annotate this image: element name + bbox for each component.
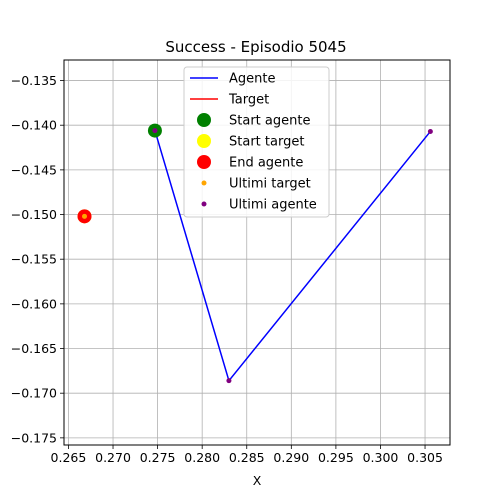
x-axis-ticks: 0.265 0.270 0.275 0.280 0.285 0.290 0.295 0.300…	[51, 445, 443, 465]
x-axis-label: X	[253, 473, 262, 488]
legend-box	[183, 66, 330, 218]
legend-label: Target	[228, 93, 269, 108]
y-tick-label: −0.170	[11, 386, 57, 401]
x-tick-label: 0.295	[318, 450, 354, 465]
x-tick-label: 0.300	[363, 450, 399, 465]
plot-frame	[63, 59, 451, 446]
legend: Agente Target Start agente Start target End …	[183, 66, 330, 218]
data-point	[82, 213, 88, 219]
legend-entries: Agente Target Start agente Start target End …	[190, 72, 317, 213]
legend-label: Ultimi target	[229, 177, 311, 192]
y-tick-label: −0.140	[11, 118, 57, 133]
x-tick-label: 0.285	[229, 450, 265, 465]
y-axis-ticks: −0.135 −0.140 −0.145 −0.150 −0.155 −0.160 −0.1…	[11, 73, 64, 445]
x-tick-label: 0.270	[95, 450, 131, 465]
legend-entry: Start agente	[197, 113, 310, 129]
x-tick-label: 0.305	[407, 450, 443, 465]
legend-entry: Ultimi agente	[201, 198, 317, 213]
data-point	[152, 128, 158, 134]
legend-swatch	[197, 155, 211, 169]
series-6	[152, 128, 433, 384]
legend-label: Agente	[229, 72, 275, 87]
legend-swatch	[197, 113, 211, 127]
legend-entry: Target	[190, 93, 269, 108]
legend-label: Start target	[229, 135, 304, 150]
legend-entry: End agente	[197, 155, 303, 171]
y-tick-label: −0.160	[11, 296, 57, 311]
y-tick-label: −0.145	[11, 162, 57, 177]
legend-label: Ultimi agente	[229, 198, 317, 213]
y-tick-label: −0.155	[11, 252, 57, 267]
legend-swatch	[201, 201, 207, 207]
legend-swatch	[197, 134, 211, 148]
y-tick-label: −0.135	[11, 73, 57, 88]
legend-entry: Agente	[190, 72, 275, 87]
series-layer	[77, 123, 433, 384]
data-point	[226, 378, 232, 384]
chart-title: Success - Episodio 5045	[165, 38, 346, 56]
y-tick-label: −0.150	[11, 207, 57, 222]
data-point	[427, 128, 433, 134]
x-tick-label: 0.280	[184, 450, 220, 465]
x-tick-label: 0.275	[140, 450, 176, 465]
x-tick-label: 0.265	[51, 450, 87, 465]
legend-swatch	[201, 180, 207, 186]
legend-label: Start agente	[229, 114, 310, 129]
legend-entry: Ultimi target	[201, 177, 311, 192]
y-tick-label: −0.165	[11, 341, 57, 356]
legend-entry: Start target	[197, 134, 304, 150]
y-tick-label: −0.175	[11, 430, 57, 445]
series-5	[82, 213, 88, 219]
legend-label: End agente	[229, 156, 303, 171]
x-tick-label: 0.290	[273, 450, 309, 465]
